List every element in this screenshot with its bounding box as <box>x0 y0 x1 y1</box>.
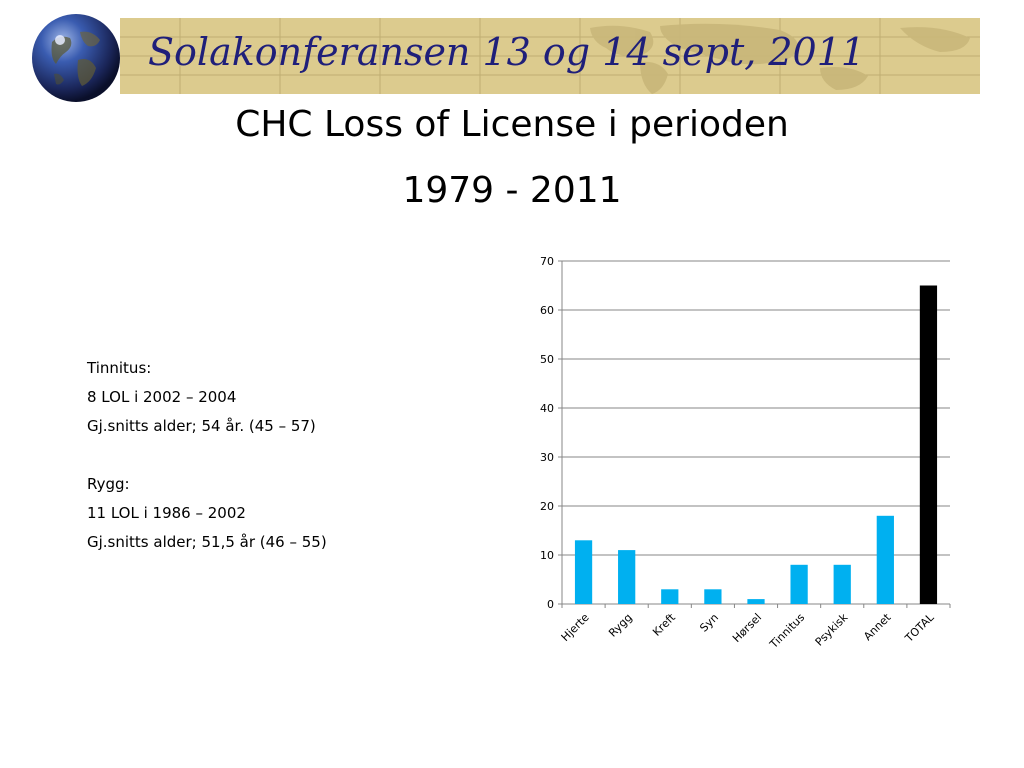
bar <box>574 540 593 604</box>
notes-line: Gj.snitts alder; 54 år. (45 – 57) <box>87 417 316 435</box>
x-category-label: TOTAL <box>902 610 937 645</box>
x-category-label: Hørsel <box>730 611 764 645</box>
header-banner: Solakonferansen 13 og 14 sept, 2011 <box>120 18 980 94</box>
notes-line <box>87 441 327 470</box>
x-category-label: Annet <box>861 610 894 643</box>
globe-icon <box>30 12 122 104</box>
notes-line: Rygg: <box>87 475 130 493</box>
bar <box>704 589 722 604</box>
bar <box>876 515 894 604</box>
slide-title-line2: 1979 - 2011 <box>402 170 622 211</box>
x-category-label: Rygg <box>606 611 635 640</box>
notes-text: Tinnitus: 8 LOL i 2002 – 2004 Gj.snitts … <box>87 354 327 557</box>
notes-line: 8 LOL i 2002 – 2004 <box>87 388 237 406</box>
conference-title: Solakonferansen 13 og 14 sept, 2011 <box>148 30 866 74</box>
x-category-label: Psykisk <box>813 610 851 648</box>
y-tick-label: 70 <box>540 255 554 268</box>
bar-chart: 0 10 20 30 40 50 60 70 Hjerte Rygg Kreft Syn Hørsel T… <box>520 245 970 669</box>
map-background <box>120 18 980 94</box>
y-tick-label: 40 <box>540 402 554 415</box>
x-category-label: Kreft <box>650 610 678 638</box>
y-tick-label: 30 <box>540 451 554 464</box>
notes-line: Gj.snitts alder; 51,5 år (46 – 55) <box>87 533 327 551</box>
bar <box>661 589 679 604</box>
y-tick-label: 50 <box>540 353 554 366</box>
bar <box>833 564 851 604</box>
bar <box>790 564 808 604</box>
x-category-label: Syn <box>697 611 721 635</box>
y-tick-label: 60 <box>540 304 554 317</box>
slide-title-line1: CHC Loss of License i perioden <box>235 104 789 145</box>
y-tick-label: 0 <box>547 598 554 611</box>
notes-line: Tinnitus: <box>87 359 152 377</box>
x-category-label: Tinnitus <box>767 611 808 652</box>
y-tick-label: 10 <box>540 549 554 562</box>
x-category-label: Hjerte <box>559 611 592 644</box>
bar <box>618 550 636 604</box>
notes-line: 11 LOL i 1986 – 2002 <box>87 504 246 522</box>
y-tick-label: 20 <box>540 500 554 513</box>
bar <box>747 599 765 604</box>
bar-total <box>919 285 938 604</box>
